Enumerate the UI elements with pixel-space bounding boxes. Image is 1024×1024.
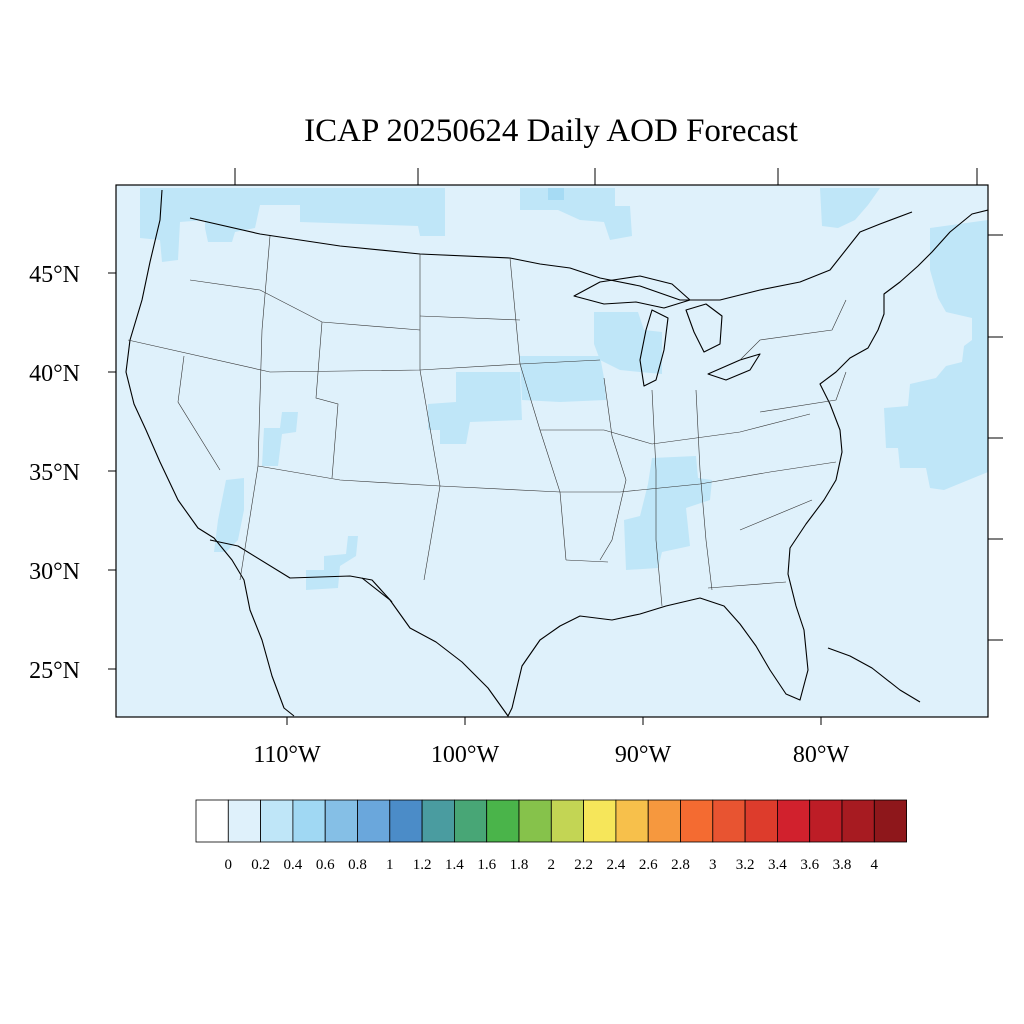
colorbar-label: 1.6 xyxy=(477,857,496,873)
colorbar-swatch xyxy=(357,799,391,843)
colorbar-label: 1.2 xyxy=(413,857,432,873)
colorbar-swatch xyxy=(260,799,294,843)
lat-label: 25°N xyxy=(29,658,80,684)
colorbar: 0 0.2 0.4 0.6 0.8 1 1.2 1.4 1.6 1.8 2 2.2 2.4 2.6 2.8 3… xyxy=(195,799,907,873)
colorbar-label: 0.6 xyxy=(316,857,335,873)
colorbar-swatch xyxy=(647,799,681,843)
aod-hotspot xyxy=(548,188,564,200)
colorbar-label: 2.6 xyxy=(639,857,658,873)
aod-region-canada-north xyxy=(300,188,445,236)
colorbar-swatch xyxy=(680,799,714,843)
lon-label: 90°W xyxy=(615,742,672,768)
lake-michigan xyxy=(639,309,669,387)
colorbar-swatch xyxy=(389,799,423,843)
aod-region-wisconsin xyxy=(594,312,662,374)
colorbar-label: 3.6 xyxy=(800,857,819,873)
aod-region-montana-border xyxy=(205,188,300,242)
colorbar-swatch xyxy=(841,799,875,843)
aod-region-ontario xyxy=(520,188,632,240)
latitude-axis: 45°N 40°N 35°N 30°N 25°N xyxy=(29,262,116,684)
colorbar-swatch xyxy=(195,799,229,843)
colorbar-label: 3.4 xyxy=(768,857,787,873)
colorbar-swatch xyxy=(518,799,552,843)
lon-label: 110°W xyxy=(253,742,321,768)
colorbar-swatch xyxy=(486,799,520,843)
colorbar-swatch xyxy=(227,799,262,843)
colorbar-label: 2 xyxy=(548,857,556,873)
colorbar-swatch xyxy=(873,799,907,843)
colorbar-swatch xyxy=(777,799,811,843)
colorbar-label: 0.2 xyxy=(251,857,270,873)
mexico-border xyxy=(209,539,393,603)
lat-label: 35°N xyxy=(29,460,80,486)
aod-region-quebec xyxy=(820,188,880,228)
aod-region-northwest xyxy=(140,188,205,262)
map-panel xyxy=(116,185,988,717)
colorbar-swatch xyxy=(550,799,584,843)
aod-region-iowa xyxy=(520,356,606,402)
colorbar-swatch xyxy=(744,799,778,843)
colorbar-label: 0.4 xyxy=(284,857,303,873)
colorbar-label: 4 xyxy=(871,857,879,873)
aod-region-atlantic xyxy=(884,220,988,490)
right-ticks xyxy=(988,234,1003,641)
colorbar-label: 1.8 xyxy=(510,857,529,873)
colorbar-swatch xyxy=(809,799,843,843)
map-boundaries xyxy=(125,189,988,717)
canada-border xyxy=(189,211,913,301)
lake-superior xyxy=(573,275,691,309)
aod-region-nevada xyxy=(214,478,244,552)
colorbar-label: 0.8 xyxy=(348,857,367,873)
colorbar-label: 3 xyxy=(709,857,717,873)
top-ticks xyxy=(234,168,978,185)
longitude-axis: 110°W 100°W 90°W 80°W xyxy=(253,717,849,768)
lat-label: 30°N xyxy=(29,559,80,585)
colorbar-label: 2.2 xyxy=(574,857,593,873)
colorbar-label: 3.8 xyxy=(833,857,852,873)
lake-huron xyxy=(685,303,723,353)
colorbar-swatch xyxy=(615,799,649,843)
colorbar-swatch xyxy=(324,799,358,843)
map-frame xyxy=(115,184,989,718)
lat-label: 45°N xyxy=(29,262,80,288)
map-title: ICAP 20250624 Daily AOD Forecast xyxy=(304,113,798,149)
colorbar-swatch xyxy=(712,799,746,843)
us-coastline xyxy=(125,189,295,717)
lat-label: 40°N xyxy=(29,361,80,387)
map-background xyxy=(116,185,988,717)
florida-keys xyxy=(827,647,921,703)
colorbar-label: 3.2 xyxy=(736,857,755,873)
colorbar-label: 2.8 xyxy=(671,857,690,873)
colorbar-label: 2.4 xyxy=(607,857,626,873)
colorbar-swatch xyxy=(583,799,617,843)
colorbar-label: 1 xyxy=(386,857,394,873)
aod-regions xyxy=(140,188,988,590)
colorbar-label: 0 xyxy=(225,857,233,873)
state-borders xyxy=(127,235,847,607)
colorbar-swatch xyxy=(292,799,326,843)
colorbar-swatch xyxy=(421,799,455,843)
lon-label: 80°W xyxy=(793,742,850,768)
gulf-coastline xyxy=(361,209,988,717)
aod-region-utah xyxy=(262,412,298,466)
lon-label: 100°W xyxy=(431,742,500,768)
aod-region-tennessee xyxy=(624,456,712,570)
lake-erie xyxy=(707,353,761,381)
colorbar-label: 1.4 xyxy=(445,857,464,873)
aod-region-nebraska xyxy=(428,372,522,444)
colorbar-swatch xyxy=(453,799,488,843)
